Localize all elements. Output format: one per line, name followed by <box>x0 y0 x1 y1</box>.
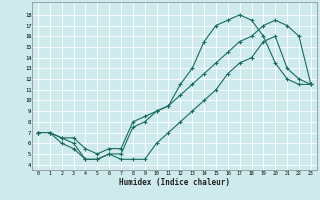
X-axis label: Humidex (Indice chaleur): Humidex (Indice chaleur) <box>119 178 230 187</box>
